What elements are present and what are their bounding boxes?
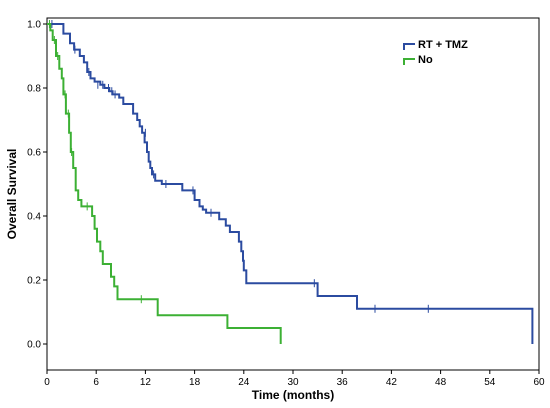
series-rt-tmz [47, 20, 534, 344]
x-axis-ticks: 0 6 12 18 24 30 36 42 48 54 60 [44, 370, 545, 388]
x-tick-label: 18 [189, 377, 201, 388]
legend-label-no: No [418, 54, 433, 66]
y-tick-label: 0.6 [27, 148, 41, 159]
survival-curve-rt-tmz [47, 23, 534, 344]
series-layer [47, 20, 534, 344]
series-no [47, 20, 282, 344]
legend-label-rt-tmz: RT + TMZ [418, 39, 468, 51]
y-tick-label: 0.8 [27, 84, 41, 95]
x-tick-label: 60 [533, 377, 545, 388]
y-tick-label: 1.0 [27, 20, 41, 31]
x-tick-label: 24 [238, 377, 250, 388]
x-tick-label: 0 [44, 377, 50, 388]
y-tick-label: 0.0 [27, 340, 41, 351]
legend-marker-no [403, 58, 415, 65]
y-tick-label: 0.2 [27, 276, 41, 287]
x-tick-label: 12 [140, 377, 152, 388]
x-tick-label: 6 [93, 377, 99, 388]
x-tick-label: 36 [337, 377, 349, 388]
x-tick-label: 48 [435, 377, 447, 388]
x-tick-label: 42 [386, 377, 398, 388]
plot-area [46, 17, 540, 371]
x-tick-label: 54 [484, 377, 496, 388]
y-axis-title: Overall Survival [5, 149, 19, 240]
y-axis-ticks: 0.0 0.2 0.4 0.6 0.8 1.0 [27, 20, 47, 351]
y-tick-label: 0.4 [27, 212, 41, 223]
survival-curve-no [47, 23, 282, 344]
x-axis-title: Time (months) [252, 388, 334, 402]
x-tick-label: 30 [287, 377, 299, 388]
legend: RT + TMZ No [403, 39, 468, 66]
legend-marker-rt-tmz [403, 43, 415, 50]
